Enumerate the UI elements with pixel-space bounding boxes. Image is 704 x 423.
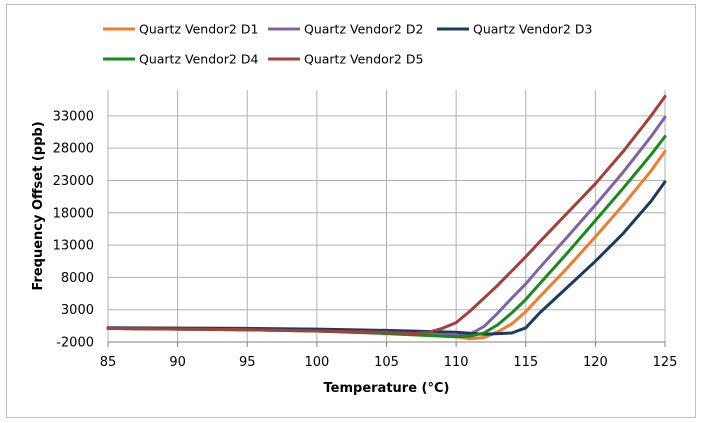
x-axis-title: Temperature (°C)	[324, 381, 450, 396]
y-tick-label: 18000	[53, 206, 94, 221]
tick-labels: 85 90 95 100 105 110 115 120 125 -2000 3000 8000 130…	[53, 109, 678, 370]
legend-label: Quartz Vendor2 D3	[473, 22, 592, 37]
series-line-3	[106, 180, 667, 336]
x-tick-label: 105	[374, 355, 399, 370]
grid	[107, 90, 666, 343]
x-tick-label: 85	[100, 355, 117, 370]
legend-label: Quartz Vendor2 D5	[304, 52, 423, 67]
legend: Quartz Vendor2 D1 Quartz Vendor2 D2 Quartz…	[103, 22, 592, 67]
x-tick-label: 115	[513, 355, 538, 370]
legend-item-5: Quartz Vendor2 D5	[268, 52, 423, 67]
y-tick-label: 28000	[53, 142, 94, 157]
y-axis-title: Frequency Offset (ppb)	[31, 121, 46, 290]
legend-label: Quartz Vendor2 D4	[139, 52, 258, 67]
y-tick-label: 8000	[61, 271, 94, 286]
legend-item-2: Quartz Vendor2 D2	[268, 22, 423, 37]
y-tick-label: 13000	[53, 239, 94, 254]
x-tick-label: 125	[653, 355, 678, 370]
y-tick-label: 23000	[53, 174, 94, 189]
x-tick-label: 90	[169, 355, 186, 370]
x-tick-label: 95	[239, 355, 256, 370]
legend-item-1: Quartz Vendor2 D1	[103, 22, 258, 37]
legend-item-4: Quartz Vendor2 D4	[103, 52, 258, 67]
legend-label: Quartz Vendor2 D2	[304, 22, 423, 37]
chart-frame	[6, 4, 696, 418]
y-tick-label: -2000	[56, 336, 94, 351]
x-tick-label: 110	[444, 355, 469, 370]
series-line-5	[106, 95, 667, 336]
x-tick-label: 100	[304, 355, 329, 370]
y-tick-label: 3000	[61, 303, 94, 318]
legend-item-3: Quartz Vendor2 D3	[437, 22, 592, 37]
series-layer	[106, 95, 667, 341]
x-tick-label: 120	[583, 355, 608, 370]
y-tick-label: 33000	[53, 109, 94, 124]
legend-label: Quartz Vendor2 D1	[139, 22, 258, 37]
axes	[107, 341, 666, 347]
